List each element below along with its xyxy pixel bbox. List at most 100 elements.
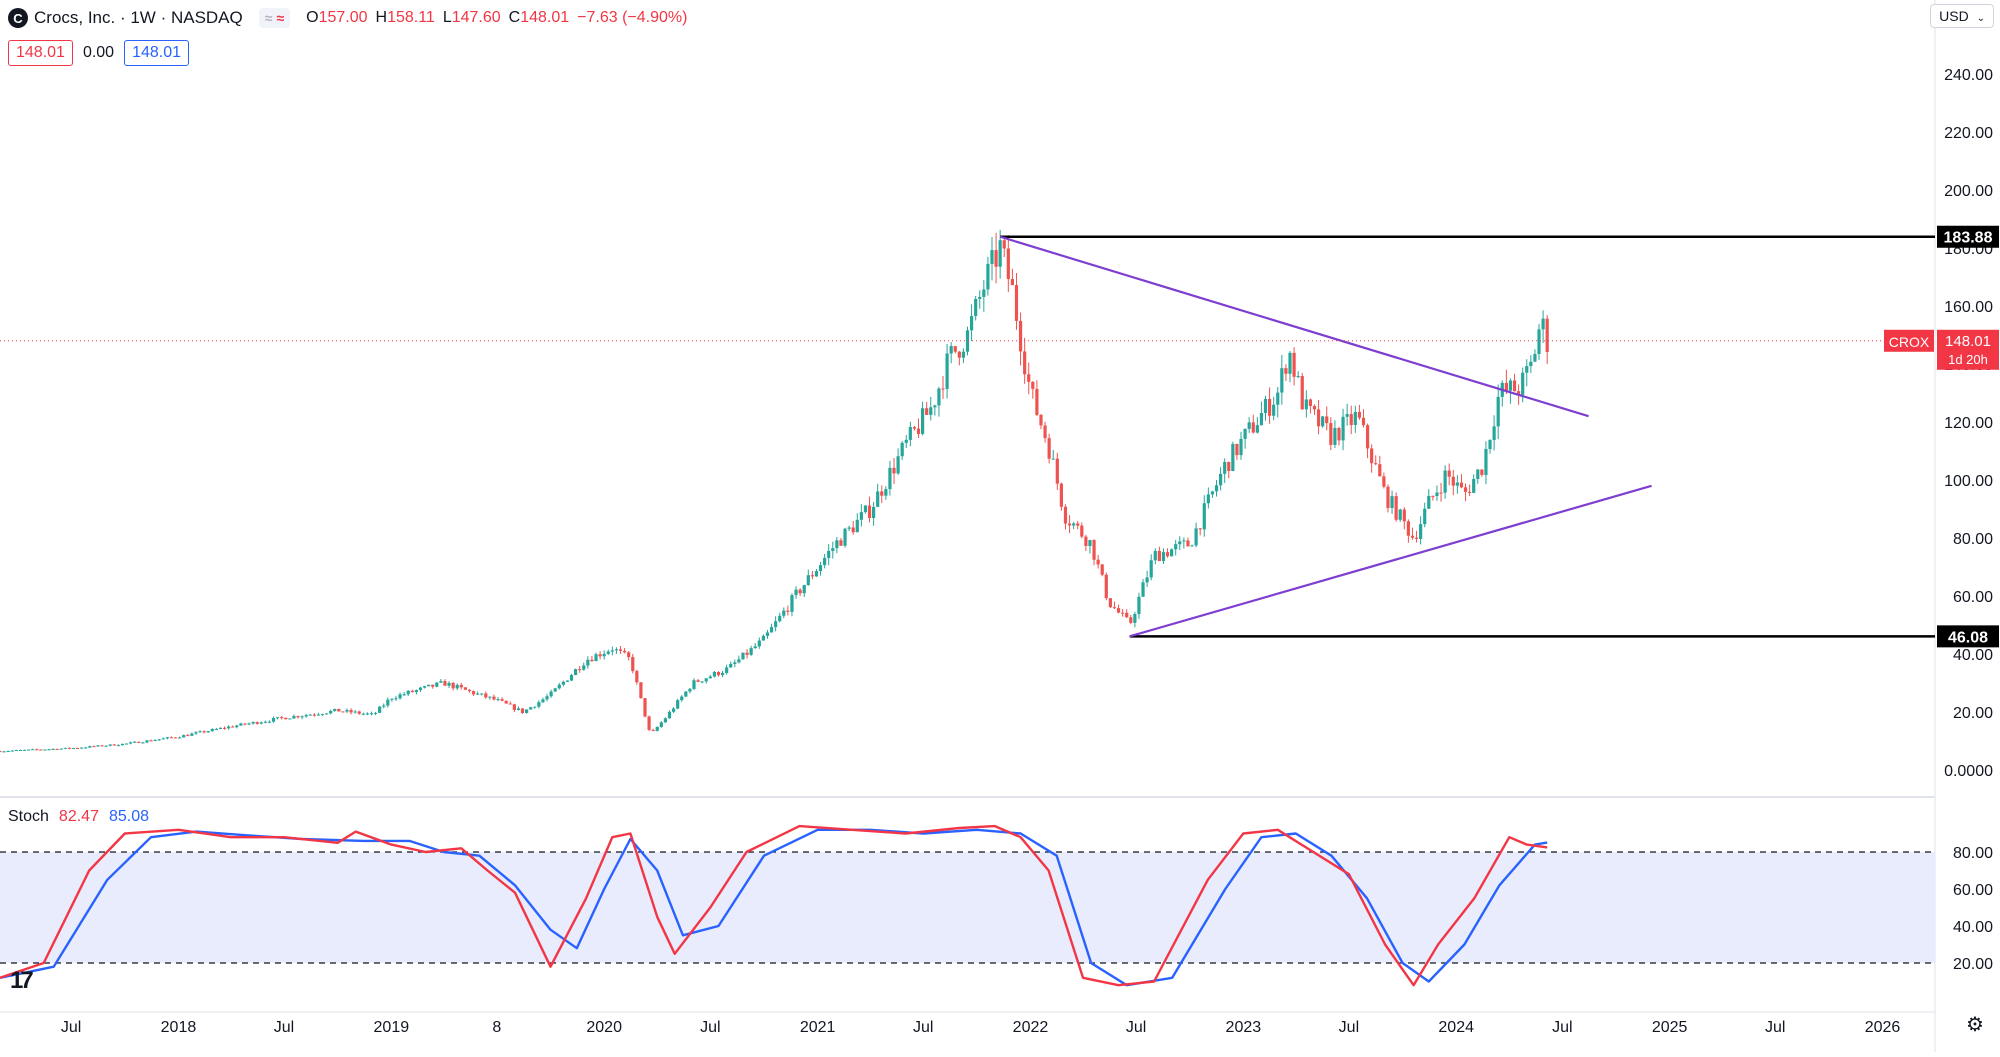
time-tick-label: 2022 xyxy=(1013,1019,1049,1036)
candle-body xyxy=(304,715,308,717)
tradingview-logo-icon[interactable]: 17 xyxy=(10,967,34,994)
symbol-title[interactable]: Crocs, Inc. · 1W · NASDAQ xyxy=(34,8,243,27)
candle-body xyxy=(778,615,782,622)
candle-body xyxy=(1472,478,1476,493)
candle-body xyxy=(22,749,27,751)
candle-body xyxy=(194,732,198,734)
candle-body xyxy=(1390,496,1394,509)
candle-body xyxy=(1210,491,1215,495)
candle-body xyxy=(1112,607,1117,609)
candle-body xyxy=(1480,469,1484,475)
candle-body xyxy=(810,575,814,577)
candle-body xyxy=(251,722,255,724)
candle-body xyxy=(6,751,10,753)
candle-body xyxy=(814,571,819,577)
candle-body xyxy=(912,427,917,429)
candle-body xyxy=(431,684,435,687)
time-tick-label: 8 xyxy=(492,1019,501,1036)
candle-body xyxy=(1459,482,1464,488)
candle-body xyxy=(161,738,165,740)
candle-body xyxy=(974,298,978,317)
gear-icon[interactable]: ⚙ xyxy=(1966,1014,1984,1036)
candle-body xyxy=(1092,540,1096,560)
candle-body xyxy=(549,691,553,697)
candle-body xyxy=(545,696,549,700)
candle-body xyxy=(1002,240,1006,249)
candle-body xyxy=(982,289,986,297)
candle-body xyxy=(386,699,390,706)
candle-body xyxy=(214,728,218,730)
candle-body xyxy=(1394,496,1398,520)
stoch-name[interactable]: Stoch xyxy=(8,808,49,825)
candle-body xyxy=(1402,509,1406,522)
candle-body xyxy=(1410,535,1415,538)
candle-body xyxy=(1080,525,1084,537)
candle-body xyxy=(1370,448,1374,464)
time-tick-label: 2024 xyxy=(1438,1019,1474,1036)
candle-body xyxy=(1374,463,1378,465)
candle-body xyxy=(867,505,872,518)
candle-body xyxy=(312,714,316,716)
candle-body xyxy=(292,716,296,719)
candle-body xyxy=(827,550,831,558)
candle-body xyxy=(1018,320,1023,352)
candle-body xyxy=(1512,380,1517,392)
candle-body xyxy=(1272,404,1276,416)
candle-body xyxy=(1235,443,1239,456)
candle-body xyxy=(920,408,925,434)
compare-pill[interactable]: ≈ ≈ xyxy=(258,8,291,28)
candle-body xyxy=(904,439,908,443)
candle-body xyxy=(1492,426,1496,440)
sell-price-box[interactable]: 148.01 xyxy=(8,40,73,66)
candle-body xyxy=(725,667,729,673)
candle-body xyxy=(537,702,541,707)
candle-body xyxy=(345,709,349,712)
buy-price-box[interactable]: 148.01 xyxy=(124,40,190,66)
candle-body xyxy=(831,548,835,551)
trendline xyxy=(1129,484,1652,638)
candle-body xyxy=(496,699,500,701)
candle-body xyxy=(1186,540,1190,547)
time-tick-label: Jul xyxy=(274,1019,294,1036)
candle-body xyxy=(398,694,402,699)
candle-body xyxy=(243,723,247,725)
candle-body xyxy=(1206,494,1210,504)
candle-body xyxy=(324,713,329,715)
candle-body xyxy=(737,659,741,663)
candle-body xyxy=(1423,508,1427,525)
candle-body xyxy=(823,557,827,566)
currency-selector[interactable]: USD ⌄ xyxy=(1930,4,1994,28)
candle-body xyxy=(137,741,141,743)
candle-body xyxy=(1116,608,1121,613)
price-tick-label: 240.00 xyxy=(1944,67,1993,84)
candle-body xyxy=(1137,596,1141,615)
candle-body xyxy=(1076,523,1080,526)
candle-body xyxy=(353,711,357,713)
candle-body xyxy=(1341,416,1345,441)
candle-body xyxy=(1027,374,1031,382)
candle-body xyxy=(284,717,288,720)
candle-body xyxy=(978,296,982,299)
candle-body xyxy=(933,405,937,408)
candle-body xyxy=(671,708,676,712)
candle-body xyxy=(263,721,267,723)
candle-body xyxy=(643,698,647,717)
candle-body xyxy=(1308,399,1313,406)
candle-body xyxy=(1357,411,1361,418)
candle-body xyxy=(124,743,129,745)
candle-body xyxy=(31,749,35,751)
candle-body xyxy=(733,662,737,664)
candle-body xyxy=(1468,491,1472,493)
price-tick-label: 200.00 xyxy=(1944,183,1993,200)
candle-body xyxy=(586,659,590,666)
candle-body xyxy=(561,681,565,685)
stoch-legend: Stoch 82.47 85.08 xyxy=(8,808,149,826)
candle-body xyxy=(222,727,227,729)
candle-body xyxy=(884,489,888,496)
candle-body xyxy=(1386,486,1390,509)
price-tick-label: 160.00 xyxy=(1944,299,1993,316)
candle-body xyxy=(129,742,133,744)
candle-body xyxy=(1259,413,1264,426)
